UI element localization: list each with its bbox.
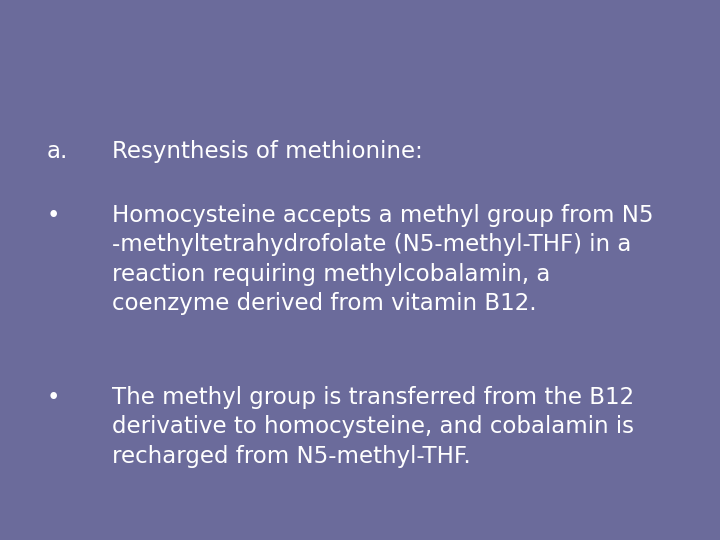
Text: •: • [47, 386, 60, 409]
Text: Resynthesis of methionine:: Resynthesis of methionine: [112, 140, 423, 164]
Text: Homocysteine accepts a methyl group from N5
-methyltetrahydrofolate (N5-methyl-T: Homocysteine accepts a methyl group from… [112, 204, 653, 315]
Text: The methyl group is transferred from the B12
derivative to homocysteine, and cob: The methyl group is transferred from the… [112, 386, 634, 468]
Text: a.: a. [47, 140, 68, 164]
Text: •: • [47, 204, 60, 227]
